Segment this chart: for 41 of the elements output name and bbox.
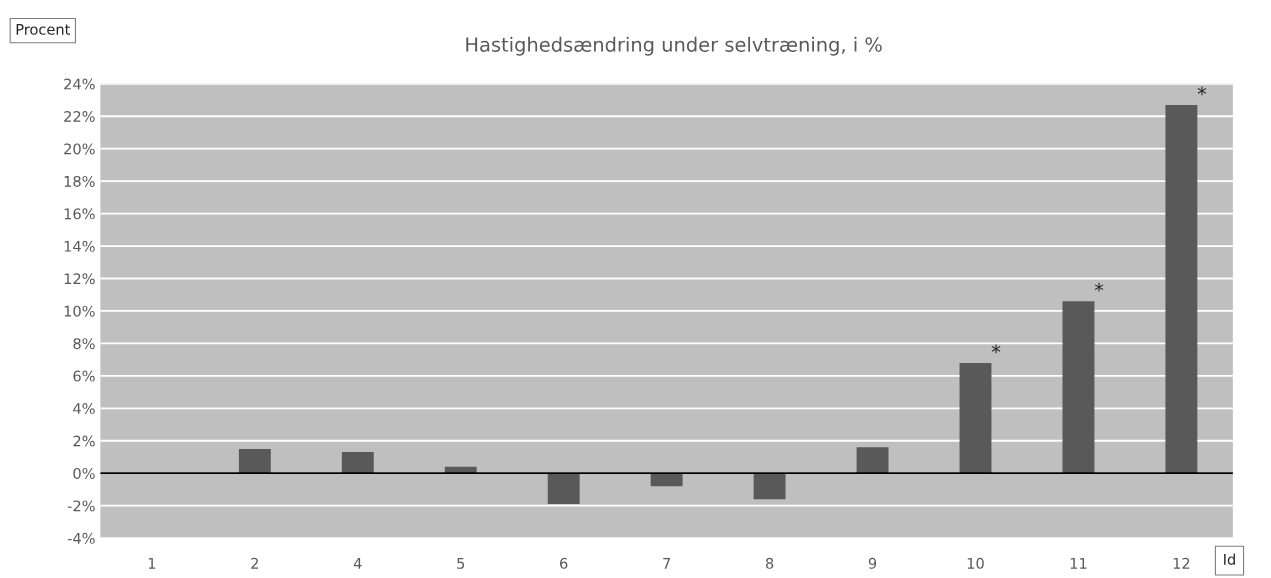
y-tick-label: 4% bbox=[73, 403, 95, 415]
x-tick-label: 5 bbox=[457, 558, 465, 569]
y-tick-label: 24% bbox=[64, 78, 95, 90]
y-tick-label: 20% bbox=[64, 143, 95, 155]
y-tick-label: 10% bbox=[64, 305, 95, 317]
annotation: * bbox=[991, 344, 1001, 354]
x-tick-label: 6 bbox=[560, 557, 568, 569]
y-tick-label: 8% bbox=[73, 338, 95, 350]
x-tick-label: 10 bbox=[967, 557, 984, 569]
y-tick-label: 2% bbox=[73, 435, 95, 447]
x-tick-label: 11 bbox=[1070, 558, 1087, 569]
bar bbox=[959, 362, 992, 474]
annotation: * bbox=[1197, 86, 1207, 96]
bar bbox=[856, 447, 889, 474]
x-tick-label: 9 bbox=[868, 557, 877, 569]
y-tick-label: 12% bbox=[64, 273, 95, 285]
y-tick-label: 18% bbox=[64, 175, 95, 187]
bar bbox=[341, 452, 374, 474]
x-axis-title: Id bbox=[1224, 553, 1235, 565]
x-tick-label: 7 bbox=[663, 558, 671, 569]
x-tick-label: 1 bbox=[148, 558, 156, 569]
chart-title: Hastighedsændring under selvtræning, i % bbox=[466, 36, 882, 56]
x-tick-label: 12 bbox=[1173, 557, 1190, 569]
annotation: * bbox=[1094, 282, 1104, 292]
y-tick-label: 0% bbox=[73, 467, 95, 479]
y-tick-label: 6% bbox=[73, 370, 95, 382]
y-tick-label: 22% bbox=[64, 110, 95, 123]
x-tick-label: 2 bbox=[251, 557, 259, 569]
y-tick-label: -4% bbox=[67, 532, 95, 544]
y-axis-title: Procent bbox=[16, 24, 70, 35]
x-tick-label: 4 bbox=[353, 558, 362, 569]
y-tick-label: -2% bbox=[67, 500, 95, 512]
bar bbox=[753, 473, 786, 500]
bar bbox=[547, 473, 580, 505]
bar bbox=[238, 448, 271, 474]
y-tick-label: 14% bbox=[64, 240, 95, 252]
bar bbox=[1062, 301, 1095, 474]
y-tick-label: 16% bbox=[64, 208, 95, 220]
x-tick-label: 8 bbox=[765, 557, 774, 569]
bar bbox=[650, 473, 683, 487]
bar bbox=[1165, 104, 1198, 474]
